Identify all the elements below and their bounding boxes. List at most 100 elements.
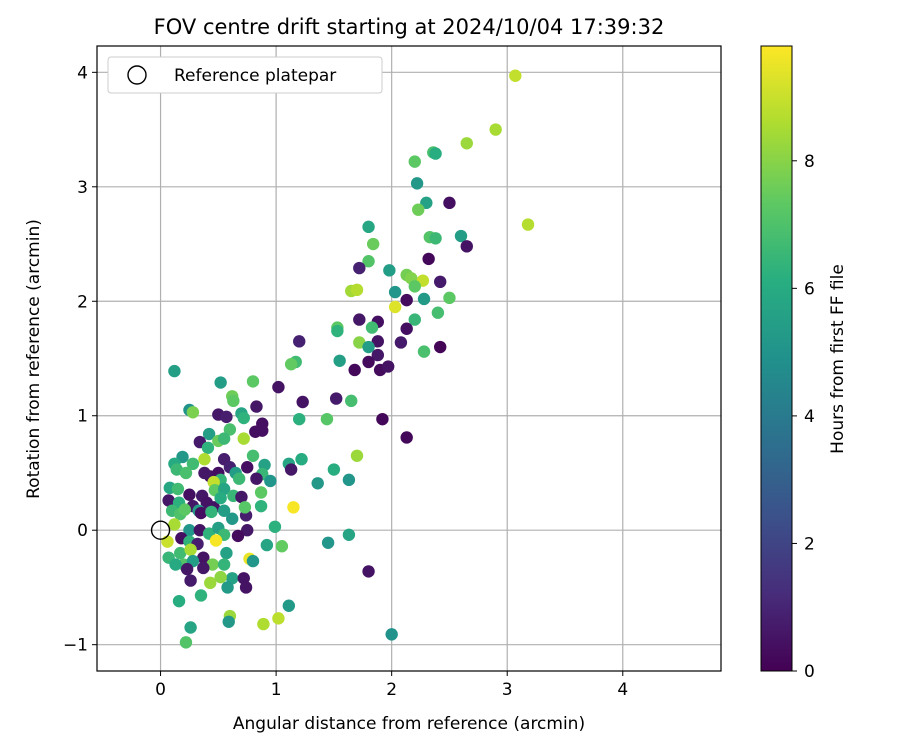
data-point [221, 581, 234, 594]
x-tick-label: 4 [617, 680, 628, 700]
data-point [254, 486, 268, 499]
data-point [178, 503, 192, 516]
legend: Reference platepar [107, 56, 383, 94]
data-point [162, 494, 175, 507]
data-point [348, 363, 361, 377]
data-point [198, 453, 211, 466]
data-point [169, 558, 182, 571]
data-point [226, 512, 239, 525]
data-point [434, 275, 447, 289]
data-point [194, 589, 208, 602]
data-point [327, 463, 341, 476]
data-point [246, 554, 260, 568]
colorbar-tick-label: 8 [804, 152, 815, 172]
data-point [209, 534, 223, 547]
reference-platepar-marker [150, 520, 171, 540]
legend-box [107, 56, 383, 94]
data-point [320, 412, 334, 426]
data-point [275, 540, 289, 553]
data-point [222, 615, 235, 628]
data-point [250, 400, 263, 413]
data-point [217, 432, 231, 445]
data-point [214, 376, 227, 389]
data-point [179, 636, 193, 649]
data-point [246, 449, 260, 462]
data-point [227, 394, 240, 408]
data-point [257, 617, 270, 631]
data-point [197, 561, 210, 575]
colorbar-tick-label: 2 [804, 534, 815, 554]
y-tick-label: 0 [77, 521, 88, 541]
data-point [161, 535, 174, 548]
data-point [331, 324, 344, 338]
data-point [201, 441, 215, 454]
data-point [260, 538, 274, 552]
data-point [353, 313, 366, 326]
data-point [214, 491, 227, 505]
data-point [362, 340, 375, 354]
data-point [353, 336, 366, 349]
x-tick-label: 0 [155, 680, 166, 700]
colorbar-tick-label: 0 [804, 662, 815, 682]
data-point [223, 423, 237, 436]
data-point [420, 196, 433, 210]
data-point [237, 432, 250, 445]
data-point [388, 300, 402, 314]
data-point [220, 410, 233, 424]
data-point [400, 293, 413, 307]
data-point [284, 463, 298, 476]
data-point [345, 394, 358, 408]
colorbar: 0 2 4 6 8 Hours from first FF file [760, 45, 848, 682]
data-point [460, 137, 473, 150]
y-tick-label: 2 [77, 292, 88, 312]
data-point [311, 477, 324, 490]
data-point [429, 147, 442, 160]
data-point [198, 466, 211, 480]
y-tick-label: 4 [77, 63, 88, 83]
data-point [383, 264, 396, 277]
data-point [241, 461, 254, 474]
colorbar-label: Hours from first FF file [828, 264, 848, 454]
data-point [460, 240, 473, 253]
data-point [489, 123, 502, 136]
data-point [282, 599, 296, 612]
data-point [272, 612, 285, 625]
data-point [254, 499, 268, 513]
data-point [264, 474, 277, 488]
data-point [168, 518, 181, 531]
data-point [362, 220, 375, 234]
data-point [183, 488, 196, 501]
y-axis-label: Rotation from reference (arcmin) [24, 219, 44, 499]
data-point [412, 203, 425, 216]
data-point [179, 466, 193, 480]
data-point [330, 392, 343, 405]
data-point [371, 335, 384, 348]
data-point [237, 411, 250, 425]
colorbar-tick-label: 4 [804, 407, 815, 427]
data-point [176, 450, 189, 464]
x-tick-label: 3 [502, 680, 513, 700]
data-point [394, 336, 408, 349]
data-point [180, 562, 194, 576]
legend-entry-reference: Reference platepar [174, 66, 336, 86]
y-tick-label: −1 [63, 636, 88, 656]
data-point [287, 501, 300, 514]
colorbar-gradient [760, 45, 793, 672]
data-point [293, 335, 306, 348]
data-point [422, 252, 435, 266]
data-point [272, 380, 285, 394]
data-point [350, 449, 364, 462]
data-point [171, 482, 185, 496]
data-point [284, 358, 298, 371]
data-point [232, 472, 246, 485]
data-point [388, 285, 402, 299]
data-point [293, 412, 306, 426]
data-point [385, 628, 398, 641]
x-tick-label: 1 [271, 680, 282, 700]
data-point [235, 490, 248, 504]
data-point [186, 457, 200, 471]
data-point [362, 355, 375, 369]
data-point [321, 536, 335, 549]
data-point [246, 375, 260, 388]
